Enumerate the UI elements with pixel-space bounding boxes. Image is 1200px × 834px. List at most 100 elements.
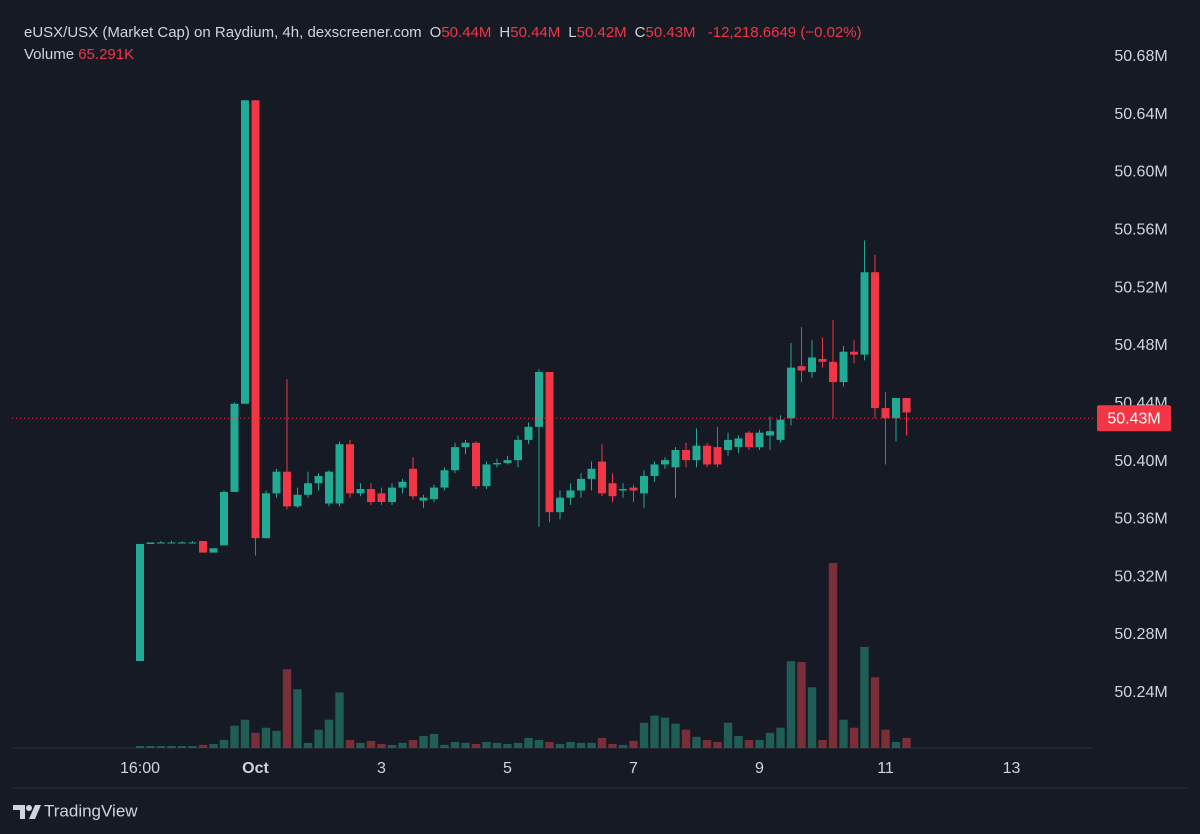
y-tick-label: 50.64M <box>1114 106 1167 123</box>
candle-body <box>850 351 859 355</box>
volume-bar <box>692 736 701 748</box>
volume-bar <box>198 744 208 748</box>
last-price-label: 50.43M <box>1107 410 1160 427</box>
volume-bar <box>881 729 890 748</box>
volume-bar <box>167 745 176 748</box>
candle-body <box>766 431 775 436</box>
change: -12,218.6649 (−0.02%) <box>707 24 862 41</box>
x-tick-label: 11 <box>877 760 894 777</box>
candle-body <box>251 100 260 539</box>
candle-body <box>335 444 344 504</box>
candle-body <box>535 371 543 427</box>
volume-bar <box>765 732 775 748</box>
candle-body <box>545 371 554 513</box>
candle-body <box>314 476 323 484</box>
candle-body <box>503 460 512 464</box>
y-tick-label: 50.52M <box>1114 279 1167 296</box>
volume-bar <box>408 739 418 748</box>
candle-body <box>724 439 733 451</box>
volume-bar <box>366 740 376 748</box>
candle-body <box>598 461 606 494</box>
candle-body <box>524 426 533 440</box>
volume-bar <box>261 727 271 748</box>
candle-body <box>430 487 438 500</box>
candle-body <box>671 450 680 468</box>
x-tick-label: 13 <box>1003 760 1021 777</box>
candle-body <box>755 432 764 448</box>
candle-body <box>797 366 806 371</box>
candle-body <box>325 471 333 504</box>
volume-bar <box>524 737 533 748</box>
candle-body <box>713 447 722 465</box>
volume-bar <box>146 745 155 748</box>
candle-body <box>902 397 911 413</box>
candle-body <box>577 478 585 491</box>
brand: TradingView <box>44 801 138 820</box>
candle-body <box>367 489 375 503</box>
ohlc-value: 50.43M <box>645 24 696 41</box>
volume-key: Volume <box>24 46 75 63</box>
candle-body <box>388 487 396 503</box>
volume-bar <box>818 739 827 748</box>
volume-bar <box>671 723 680 748</box>
candle-body <box>682 450 691 461</box>
x-tick-label: 5 <box>503 760 512 777</box>
volume-bar <box>534 739 544 748</box>
candle-body <box>293 494 302 507</box>
volume-bar <box>870 677 880 748</box>
candle-body <box>188 542 197 544</box>
volume-bar <box>744 739 754 748</box>
y-tick-label: 50.40M <box>1114 453 1167 470</box>
ohlc: O50.44M H50.44M L50.42M C50.43M <box>422 24 696 41</box>
volume-bar <box>450 741 460 748</box>
ohlc-value: 50.44M <box>510 24 561 41</box>
volume-bar <box>440 744 449 748</box>
candle-body <box>230 403 239 492</box>
volume-bar <box>461 742 470 748</box>
y-tick-label: 50.60M <box>1114 164 1167 181</box>
candle-body <box>514 439 522 461</box>
volume-bar <box>293 689 302 748</box>
volume-bar <box>828 563 838 748</box>
volume-bar <box>135 745 145 748</box>
candle-body <box>860 272 869 355</box>
volume-bar <box>849 727 859 748</box>
volume-bar <box>209 743 218 748</box>
candle-body <box>451 447 459 471</box>
candle-body <box>619 489 627 491</box>
candle-body <box>167 542 176 544</box>
volume-value: 65.291K <box>78 46 135 63</box>
candle-body <box>472 442 480 487</box>
y-tick-label: 50.56M <box>1114 222 1167 239</box>
volume-bar <box>639 722 649 748</box>
candle-body <box>892 397 901 419</box>
volume-bar <box>629 740 638 748</box>
ohlc-key: L <box>568 24 577 41</box>
volume-bar <box>503 743 512 748</box>
volume-bar <box>618 744 628 748</box>
symbol-title: eUSX/USX (Market Cap) on Raydium, 4h, de… <box>24 24 422 41</box>
volume-bar <box>797 662 806 748</box>
volume-bar <box>419 735 428 748</box>
legend-row: eUSX/USX (Market Cap) on Raydium, 4h, de… <box>24 22 862 44</box>
candle-body <box>650 464 659 477</box>
volume-bar <box>660 717 670 748</box>
volume-bar <box>335 692 344 748</box>
volume-bar <box>566 741 575 748</box>
candle-body <box>692 445 701 461</box>
volume-bar <box>345 739 355 748</box>
candle-body <box>377 493 386 503</box>
candle-body <box>157 542 165 544</box>
candle-body <box>146 542 155 544</box>
x-tick-label: 7 <box>629 760 638 777</box>
candle-body <box>608 483 617 497</box>
volume-bar <box>776 727 785 748</box>
volume-bar <box>587 742 596 748</box>
candle-body <box>220 491 228 546</box>
candle-body <box>178 542 186 544</box>
candle-body <box>566 490 575 498</box>
volume-bar <box>282 669 292 748</box>
candle-body <box>734 438 743 448</box>
